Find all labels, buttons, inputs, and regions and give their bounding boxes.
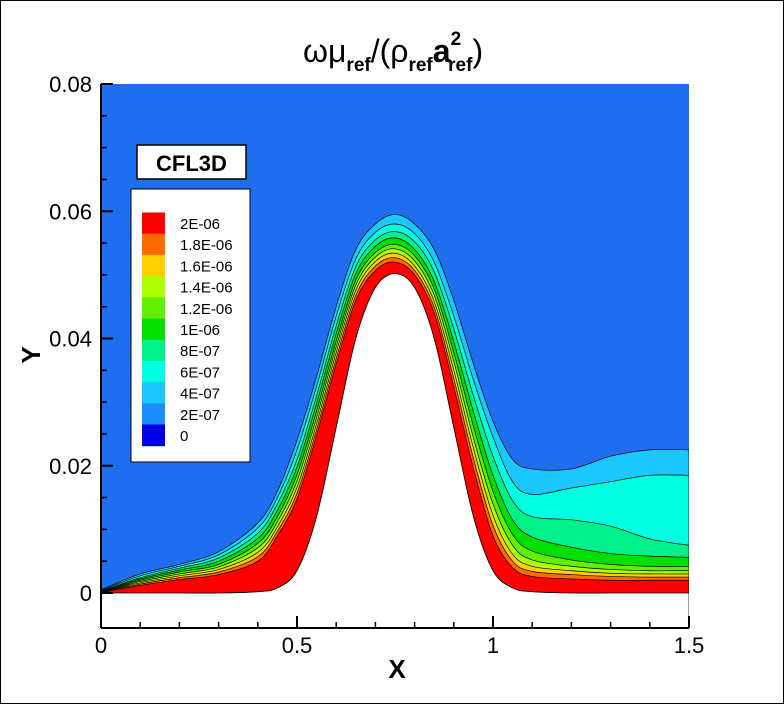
x-axis-title: X [388, 654, 406, 684]
legend-swatch [142, 360, 165, 383]
legend-swatch [142, 339, 165, 362]
y-axis-title: Y [16, 346, 46, 363]
legend-label: 0 [180, 428, 188, 445]
legend-label: 1.6E-06 [180, 258, 233, 275]
x-tick-label: 1 [487, 633, 499, 658]
axes: 0 0.5 1 1.5 0 0.02 0.04 0.06 0.08 X Y [16, 72, 704, 684]
y-tick-label: 0.06 [49, 199, 92, 224]
x-tick-label: 1.5 [674, 633, 705, 658]
legend-swatch [142, 297, 165, 319]
legend-swatch [142, 233, 165, 256]
legend-swatch [142, 424, 165, 447]
title-part: ref [408, 55, 433, 76]
chart-title: ωμref/(ρrefa2 ref) [303, 29, 483, 76]
x-tick-label: 0 [95, 633, 107, 658]
legend-swatch [142, 318, 165, 341]
legend-label: 2E-07 [180, 407, 220, 424]
legend-label: 1.8E-06 [180, 237, 233, 254]
title-part: ) [472, 33, 483, 69]
legend-label: 6E-07 [180, 364, 220, 381]
annotation-frame [136, 144, 247, 180]
x-tick-label: 0.5 [282, 633, 313, 658]
legend: 2E-06 1.8E-06 1.6E-06 1.4E-06 1.2E-06 1E-06 8E… [130, 188, 251, 463]
plot-area [101, 84, 689, 628]
legend-label: 1E-06 [180, 322, 220, 339]
annotation-text: CFL3D [156, 151, 227, 176]
legend-label: 8E-07 [180, 343, 220, 360]
legend-label: 2E-06 [180, 216, 220, 233]
y-tick-label: 0.02 [49, 454, 92, 479]
y-tick-label: 0.08 [49, 72, 92, 97]
title-part: ref [448, 55, 473, 76]
legend-label: 1.2E-06 [180, 301, 233, 318]
legend-swatch [142, 382, 165, 404]
legend-swatch [142, 276, 165, 298]
title-part: a [433, 33, 451, 69]
title-part: ref [346, 55, 371, 76]
title-part: ωμ [303, 33, 346, 69]
wall-region [101, 273, 689, 628]
legend-swatch [142, 212, 165, 235]
legend-swatch [142, 403, 165, 425]
y-tick-label: 0.04 [49, 327, 92, 352]
legend-label: 1.4E-06 [180, 280, 233, 297]
legend-swatch [142, 254, 165, 277]
legend-label: 4E-07 [180, 386, 220, 403]
annotation-box: CFL3D [136, 144, 247, 180]
title-part: /(ρ [371, 33, 409, 69]
y-tick-label: 0 [80, 581, 92, 606]
title-part: 2 [451, 29, 462, 50]
chart-title-text: ωμref/(ρrefa2 ref) [303, 29, 483, 76]
